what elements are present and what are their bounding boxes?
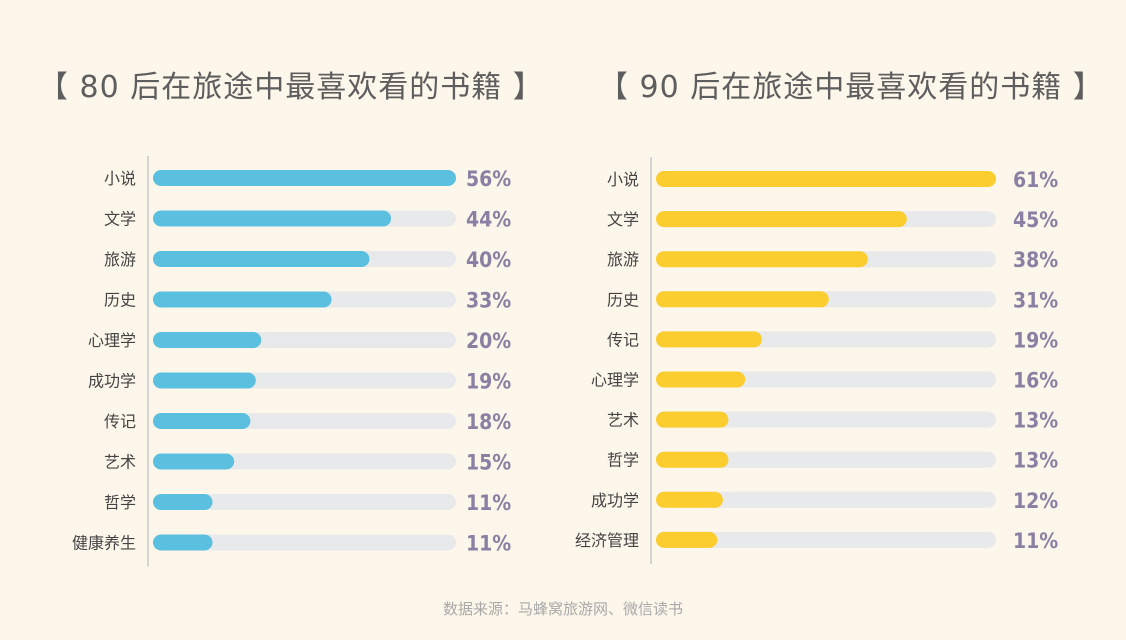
value-label: 11% (1013, 529, 1058, 553)
value-label: 16% (1013, 369, 1058, 393)
value-label: 56% (466, 167, 511, 191)
bar-track (656, 491, 996, 508)
value-label: 40% (466, 248, 511, 272)
bar (656, 371, 746, 388)
bar (153, 372, 256, 389)
bar (153, 494, 213, 510)
category-label: 传记 (104, 412, 136, 431)
bar (656, 531, 718, 548)
category-label: 成功学 (591, 491, 639, 510)
chart-title-80s: 【 80 后在旅途中最喜欢看的书籍 】 (38, 70, 544, 105)
value-label: 19% (466, 370, 511, 394)
category-label: 历史 (104, 291, 136, 310)
category-label: 艺术 (104, 453, 136, 472)
category-label: 旅游 (607, 250, 639, 269)
value-label: 13% (1013, 409, 1058, 433)
bar (656, 331, 762, 348)
value-label: 11% (466, 532, 511, 556)
category-label: 传记 (607, 330, 639, 349)
bar-track (656, 451, 996, 468)
bar (153, 534, 213, 551)
value-label: 44% (466, 208, 511, 232)
category-label: 经济管理 (575, 531, 639, 550)
category-label: 旅游 (104, 250, 136, 269)
category-label: 健康养生 (72, 534, 136, 553)
bar (656, 291, 829, 308)
category-label: 小说 (104, 169, 136, 188)
bar-track (153, 494, 456, 510)
category-label: 心理学 (591, 371, 639, 390)
bar-chart-80s: 小说 56% 文学 44% 旅游 40% 历史 33% 心理学 20% 成功学 19% 传记 18% 艺术 1… (72, 156, 511, 567)
bar (153, 170, 456, 186)
category-label: 小说 (607, 170, 639, 189)
bar-track (153, 534, 456, 551)
bar (656, 451, 729, 468)
bar (153, 332, 262, 348)
bar (656, 411, 729, 428)
bar (656, 251, 868, 268)
category-label: 哲学 (104, 493, 136, 512)
value-label: 33% (466, 289, 511, 313)
bar (153, 291, 332, 308)
category-label: 文学 (104, 210, 136, 229)
bar-track (656, 411, 996, 428)
category-label: 成功学 (88, 372, 136, 391)
bar (153, 210, 392, 227)
chart-title-90s: 【 90 后在旅途中最喜欢看的书籍 】 (598, 70, 1104, 105)
category-label: 文学 (607, 210, 639, 229)
category-label: 艺术 (607, 411, 639, 430)
data-source-note: 数据来源：马蜂窝旅游网、微信读书 (442, 600, 683, 618)
value-label: 18% (466, 410, 511, 434)
value-label: 61% (1013, 168, 1058, 192)
value-label: 19% (1013, 328, 1058, 352)
bar (656, 211, 907, 228)
category-label: 心理学 (88, 331, 136, 350)
value-label: 20% (466, 329, 511, 353)
bar (153, 453, 235, 470)
value-label: 13% (1013, 449, 1058, 473)
bar (656, 491, 723, 508)
bar (656, 171, 996, 187)
value-label: 38% (1013, 248, 1058, 272)
value-label: 11% (466, 491, 511, 515)
bar (153, 251, 370, 267)
category-label: 哲学 (607, 451, 639, 470)
value-label: 31% (1013, 288, 1058, 312)
value-label: 15% (466, 451, 511, 475)
bar-chart-90s: 小说 61% 文学 45% 旅游 38% 历史 31% 传记 19% 心理学 16% 艺术 13% 哲学 13… (575, 157, 1058, 564)
bar-track (656, 531, 996, 548)
value-label: 12% (1013, 489, 1058, 513)
value-label: 45% (1013, 208, 1058, 232)
category-label: 历史 (607, 290, 639, 309)
bar (153, 413, 251, 429)
